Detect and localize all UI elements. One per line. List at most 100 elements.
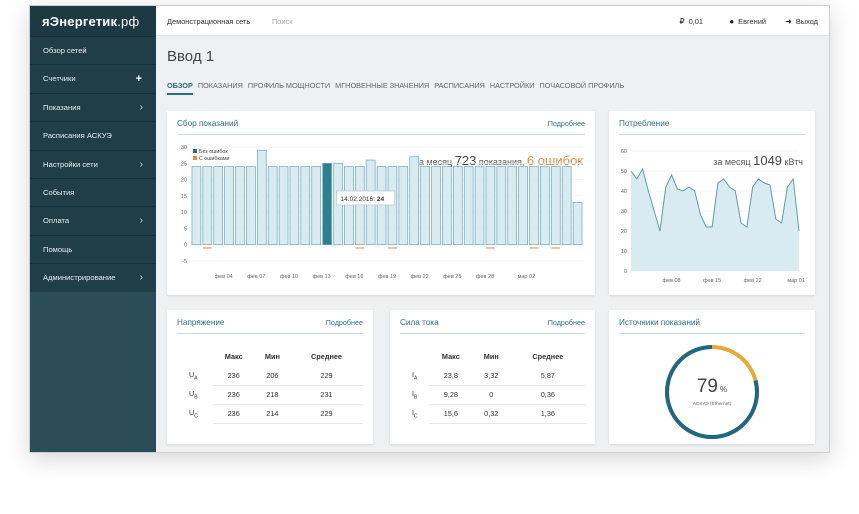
tab-0[interactable]: ОБЗОР	[167, 81, 193, 95]
tab-4[interactable]: РАСПИСАНИЯ	[434, 81, 485, 90]
area-fill	[631, 169, 799, 271]
sidebar-item-0[interactable]: Обзор сетей	[30, 36, 156, 64]
y-tick-label: 10	[181, 210, 187, 216]
bar	[344, 166, 354, 246]
table-row: IA 23,8 3,32 5,87	[410, 366, 586, 386]
table-header: Мин	[483, 352, 499, 361]
cell-avg: 229	[290, 404, 363, 424]
y-tick-label: 15	[181, 194, 187, 200]
chevron-right-icon: ›	[139, 158, 143, 170]
bar	[322, 162, 332, 246]
sidebar-item-6[interactable]: Оплата ›	[30, 206, 156, 234]
sidebar-item-4[interactable]: Настройки сети ›	[30, 149, 156, 178]
card-divider	[619, 134, 805, 135]
cell-max: 236	[212, 385, 255, 405]
tab-2[interactable]: ПРОФИЛЬ МОЩНОСТИ	[247, 81, 331, 90]
bar	[278, 166, 289, 246]
consumption-stat-unit: кВтч	[784, 157, 803, 167]
voltage-card-title: Напряжение	[177, 318, 225, 327]
bar	[463, 166, 474, 246]
row-label-sub: B	[414, 394, 418, 401]
sidebar-item-5[interactable]: События	[30, 177, 156, 206]
consumption-card: Потребление за месяц 1049 кВтч 60 50 40 30 2…	[609, 111, 815, 295]
sidebar-item-2[interactable]: Показания ›	[30, 92, 156, 121]
bar	[235, 166, 245, 246]
tooltip-value: 24	[377, 196, 385, 203]
sidebar-item-1[interactable]: Счетчики +	[30, 64, 156, 92]
balance[interactable]: ₽0,01	[680, 17, 703, 26]
readings-more-link[interactable]: Подробнее	[547, 119, 585, 128]
readings-stat-errors: 6 ошибок	[526, 153, 583, 168]
plus-icon[interactable]: +	[135, 73, 142, 86]
network-selector[interactable]: Демонстрационная сеть	[167, 17, 251, 26]
sidebar-item-8[interactable]: Администрирование ›	[30, 263, 156, 291]
bar	[452, 166, 463, 246]
bar	[431, 166, 441, 246]
bar	[518, 166, 528, 246]
readings-stat: за месяц 723 показания, 6 ошибок	[415, 153, 583, 168]
sidebar-item-3[interactable]: Расписания АСКУЭ	[30, 121, 156, 149]
bar	[442, 166, 452, 246]
row-label-sub: A	[414, 375, 418, 382]
readings-stat-prefix: за месяц	[414, 157, 453, 167]
sidebar-item-7[interactable]: Помощь	[30, 234, 156, 263]
readings-stat-unit: показания,	[478, 157, 525, 167]
tooltip-date: 14.02.2016:	[341, 196, 376, 203]
table-header: Макс	[224, 352, 243, 361]
tab-6[interactable]: ПОЧАСОВОЙ ПРОФИЛЬ	[539, 81, 625, 90]
x-tick-label: фев 13	[313, 274, 331, 280]
logo[interactable]: яЭнергетик.рф	[30, 6, 156, 36]
sources-card: Источники показаний 79% АСКУЭ (Ethernet)	[609, 310, 815, 444]
consumption-area-chart: 60 50 40 30 20 10 0 фев 08 фев 15 фев 22 мар 01	[621, 149, 805, 284]
row-label-sub: A	[194, 375, 198, 382]
table-row: IC 15,6 0,32 1,36	[410, 404, 586, 424]
card-divider	[619, 333, 805, 334]
tab-5[interactable]: НАСТРОЙКИ	[489, 81, 535, 90]
search-input[interactable]: Поиск	[272, 17, 293, 26]
topbar: Демонстрационная сеть Поиск ₽0,01 ● Евген…	[156, 6, 829, 36]
y-tick-label: 25	[181, 161, 187, 167]
tab-1[interactable]: ПОКАЗАНИЯ	[197, 81, 243, 90]
sidebar-item-label: Оплата	[43, 216, 70, 226]
x-tick-label: фев 19	[378, 274, 396, 280]
bar	[507, 166, 518, 246]
y-tick-label: 50	[621, 169, 627, 175]
legend-ok-label: Без ошибок	[199, 149, 228, 155]
app-window: яЭнергетик.рф Обзор сетей Счетчики + Показа…	[29, 5, 830, 453]
table-row: UC 236 214 229	[187, 404, 363, 424]
area-line	[630, 167, 800, 232]
bar	[354, 166, 365, 246]
gauge-main-arc	[665, 345, 759, 439]
y-tick-label: 40	[621, 189, 627, 195]
legend-err-swatch	[193, 156, 197, 160]
voltage-more-link[interactable]: Подробнее	[325, 318, 363, 327]
x-tick-label: фев 22	[411, 274, 429, 280]
legend-err-label: С ошибками	[199, 156, 230, 162]
cell-min: 214	[254, 404, 291, 424]
tab-3[interactable]: МГНОВЕННЫЕ ЗНАЧЕНИЯ	[335, 81, 430, 90]
sources-caption: АСКУЭ (Ethernet)	[693, 401, 732, 407]
tooltip-box	[336, 190, 395, 206]
tooltip-text: 14.02.2016: 24	[341, 196, 385, 203]
sidebar-item-label: Настройки сети	[43, 159, 98, 169]
card-divider	[400, 333, 585, 334]
user-menu[interactable]: ● Евгений	[729, 17, 766, 26]
bar	[256, 149, 267, 246]
cell-max: 9,28	[428, 385, 473, 405]
chevron-right-icon: ›	[139, 215, 143, 227]
x-tick-label: фев 28	[476, 274, 494, 280]
chevron-right-icon: ›	[139, 272, 143, 284]
row-label-text: U	[189, 407, 195, 417]
cell-max: 15,6	[428, 404, 473, 424]
sidebar-item-label: События	[43, 187, 75, 197]
table-header: Среднее	[311, 352, 342, 361]
row-label-text: I	[412, 388, 415, 398]
x-tick-label: фев 15	[703, 278, 721, 284]
bar	[202, 166, 213, 246]
sources-percent-value: 79	[697, 376, 718, 397]
y-tick-label: 30	[181, 145, 187, 151]
current-more-link[interactable]: Подробнее	[547, 318, 585, 327]
user-name: Евгений	[738, 17, 766, 26]
logout-button[interactable]: ➜ Выход	[785, 17, 818, 26]
sources-percent: 79%	[697, 376, 727, 397]
